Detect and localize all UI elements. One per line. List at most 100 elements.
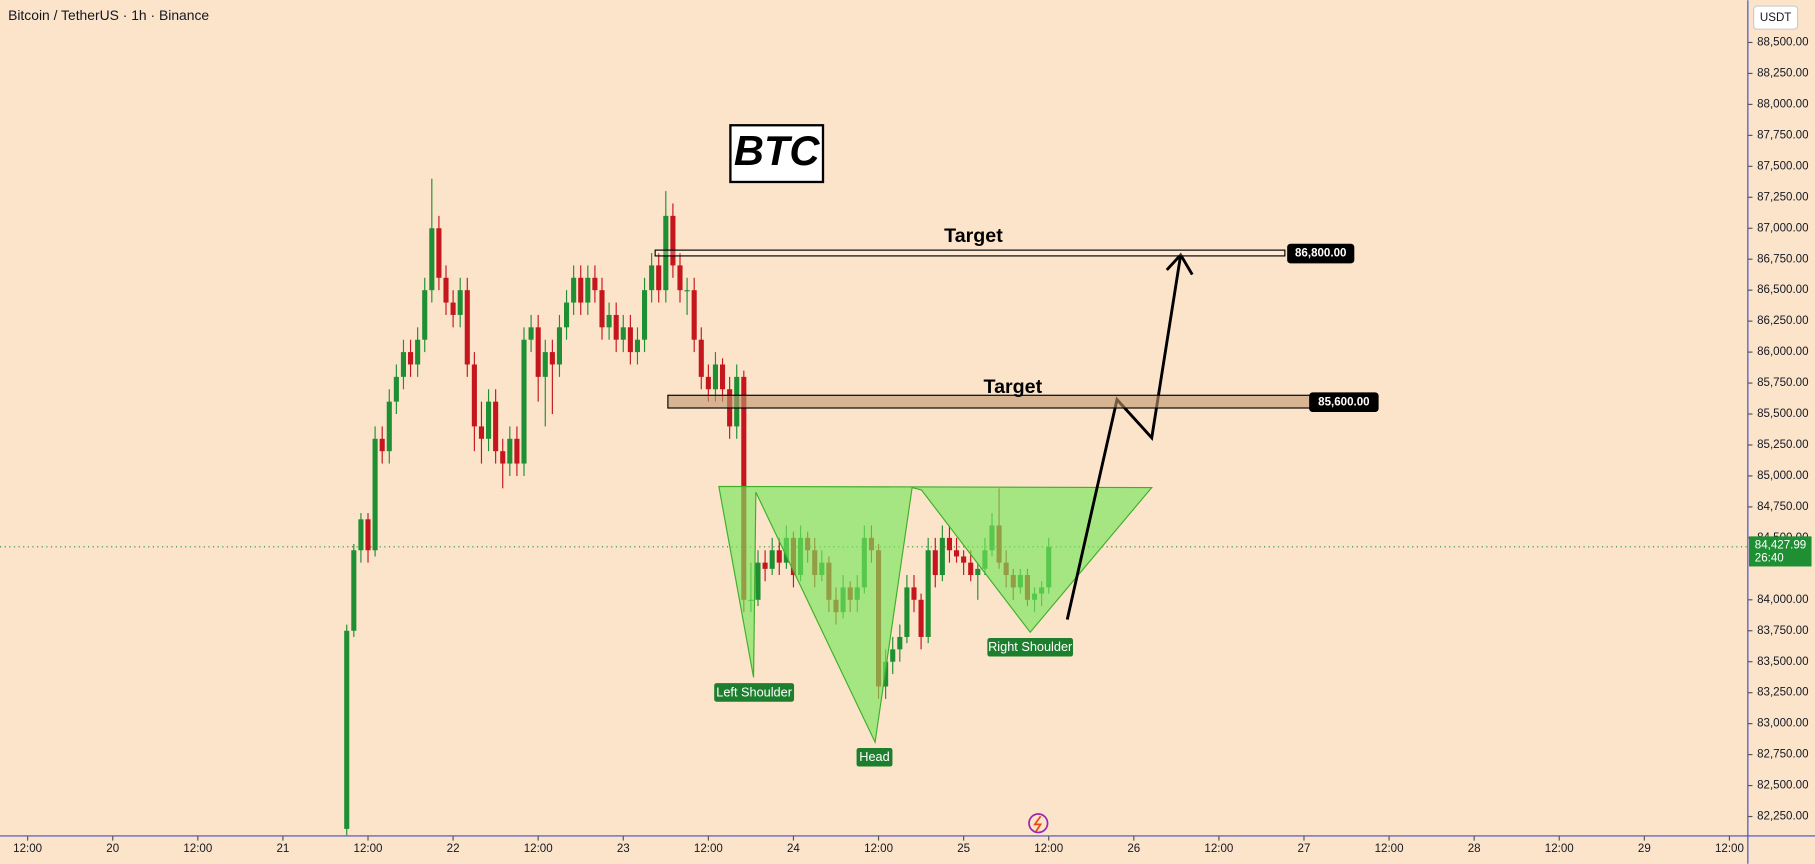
target-text: Target (984, 376, 1043, 398)
candle-body (351, 550, 357, 631)
candle-body (564, 302, 570, 328)
y-tick-label: 83,750.00 (1757, 625, 1808, 637)
candle-body (436, 228, 442, 278)
candle-body (528, 327, 534, 340)
x-tick-label: 12:00 (1034, 843, 1063, 855)
candle-body (599, 290, 605, 328)
y-tick-label: 87,750.00 (1757, 129, 1808, 141)
x-tick-label: 20 (106, 843, 119, 855)
candle-body (486, 401, 492, 439)
currency-box[interactable] (1753, 5, 1799, 30)
candle-body (422, 290, 428, 340)
arrow-head (1165, 252, 1194, 276)
pattern-label: Right Shoulder (988, 639, 1073, 654)
candle-body (393, 376, 399, 402)
y-tick-label: 82,750.00 (1757, 749, 1808, 761)
y-tick-label: 85,250.00 (1757, 439, 1808, 451)
candle-body (408, 352, 414, 365)
y-tick-label: 85,500.00 (1757, 408, 1808, 420)
x-tick-label: 12:00 (864, 843, 893, 855)
x-tick-label: 12:00 (524, 843, 553, 855)
candle-body (365, 519, 371, 551)
candle-body (443, 277, 449, 303)
candle-body (961, 556, 967, 563)
candle-body (613, 314, 619, 340)
x-tick-label: 23 (617, 843, 630, 855)
candle-body (344, 630, 350, 829)
candle-body (606, 314, 612, 328)
candle-body (953, 550, 960, 557)
candle-body (698, 339, 704, 377)
x-tick-label: 12:00 (694, 843, 723, 855)
y-tick-label: 84,750.00 (1757, 501, 1808, 513)
candle-body (642, 290, 648, 340)
projection-arrow (1065, 254, 1183, 620)
label-box (714, 683, 795, 702)
candle-body (776, 550, 782, 563)
x-tick-label: 21 (276, 843, 289, 855)
candle-body (911, 587, 917, 600)
level-label: 86,800.00 (1295, 248, 1346, 260)
axes-layer: 82,250.00 82,500.00 82,750.00 83,000.00 83,2… (13, 37, 1812, 855)
candle-body (634, 339, 641, 353)
pattern-shape (718, 485, 1153, 745)
x-tick-label: 12:00 (183, 843, 212, 855)
x-tick-label: 24 (787, 843, 800, 855)
candle-body (386, 401, 392, 452)
pattern-label: Head (859, 749, 889, 764)
candle-body (457, 290, 463, 315)
icon[interactable] (1028, 813, 1049, 834)
x-tick-label: 25 (957, 843, 970, 855)
y-tick-label: 88,500.00 (1757, 37, 1808, 49)
y-tick-label: 85,750.00 (1757, 377, 1808, 389)
candle-body (620, 327, 626, 340)
candle-body (542, 352, 548, 377)
pattern-label: Left Shoulder (716, 684, 792, 699)
candle-body (521, 339, 527, 464)
last-price-label: 84,427.99 (1755, 540, 1806, 552)
icon-bolt (1033, 815, 1043, 832)
candle-body (372, 438, 378, 551)
y-tick-label: 86,000.00 (1757, 346, 1808, 358)
overlay-layer: Target 86,800.00 Target 85,600.00 (654, 225, 1379, 413)
y-tick-label: 84,000.00 (1757, 594, 1808, 606)
candle-body (500, 451, 506, 464)
y-tick-label: 82,250.00 (1757, 811, 1808, 823)
candle-body (918, 599, 924, 637)
y-tick-label: 83,500.00 (1757, 656, 1808, 668)
x-tick-label: 27 (1298, 843, 1311, 855)
candle-body (705, 376, 711, 390)
symbol-box (729, 124, 825, 184)
candle-body (904, 587, 910, 637)
candle-body (968, 562, 974, 576)
currency: USDT (1760, 12, 1791, 24)
candle-body (755, 562, 761, 600)
candle-body (663, 215, 669, 291)
candle-body (450, 302, 456, 315)
y-tick-label: 83,000.00 (1757, 718, 1808, 730)
candle-body (400, 352, 407, 377)
candle-body (670, 215, 676, 266)
candle-body (556, 327, 563, 365)
label-box (987, 638, 1074, 657)
candle-body (429, 228, 435, 291)
y-tick-label: 86,250.00 (1757, 315, 1808, 327)
y-tick-label: 87,250.00 (1757, 191, 1808, 203)
candle-body (585, 277, 591, 303)
y-tick-label: 88,000.00 (1757, 98, 1808, 110)
last-price-box (1749, 536, 1812, 567)
candle-body (471, 364, 477, 427)
x-tick-label: 28 (1468, 843, 1481, 855)
countdown-label: 26:40 (1755, 552, 1784, 564)
candle-body (946, 537, 952, 551)
level-label-box (1287, 243, 1355, 264)
y-tick-label: 86,500.00 (1757, 284, 1808, 296)
candle-body (549, 352, 555, 365)
candle-body (627, 327, 633, 353)
target-text: Target (944, 225, 1003, 247)
candle-body (514, 438, 520, 464)
y-tick-label: 86,750.00 (1757, 253, 1808, 265)
